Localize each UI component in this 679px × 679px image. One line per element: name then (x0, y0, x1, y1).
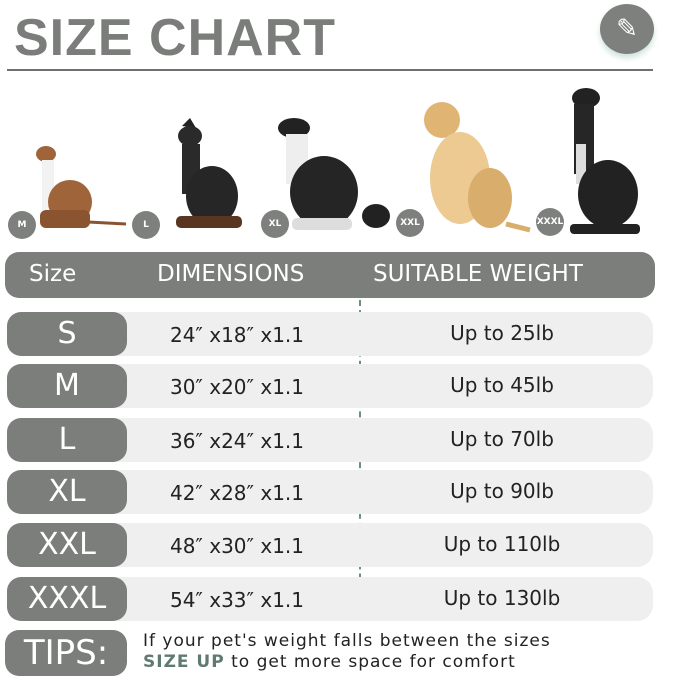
weight-cell: Up to 110lb (443, 532, 561, 556)
dog-image-xxxl (570, 88, 640, 234)
size-label: XL (7, 470, 127, 514)
size-badge-xxl: XXL (396, 209, 424, 237)
header-size: Size (29, 261, 77, 287)
weight-cell: Up to 25lb (450, 321, 554, 345)
weight-cell: Up to 45lb (450, 373, 554, 397)
header-dimensions: DIMENSIONS (157, 261, 305, 287)
table-row: L 36″ x24″ x1.1 Up to 70lb (7, 418, 653, 462)
dog-image-m (36, 146, 127, 228)
dimensions-cell: 54″ x33″ x1.1 (169, 588, 305, 612)
table-row: XXXL 54″ x33″ x1.1 Up to 130lb (7, 577, 653, 621)
size-label: S (7, 312, 127, 356)
dog-image-xxl (424, 102, 531, 233)
size-label: XXL (7, 523, 127, 567)
header-weight: SUITABLE WEIGHT (373, 261, 583, 287)
table-row: XXL 48″ x30″ x1.1 Up to 110lb (7, 523, 653, 567)
size-up-emphasis: SIZE UP (143, 652, 225, 672)
tips-line-2-text: to get more space for comfort (224, 652, 516, 672)
dog-image-xl (278, 118, 390, 230)
weight-cell: Up to 130lb (443, 586, 561, 610)
size-label: M (7, 364, 127, 408)
weight-cell: Up to 70lb (450, 427, 554, 451)
divider (7, 69, 653, 71)
table-row: S 24″ x18″ x1.1 Up to 25lb (7, 312, 653, 356)
dimensions-cell: 42″ x28″ x1.1 (169, 481, 305, 505)
tips-line-2: SIZE UP to get more space for comfort (143, 652, 516, 672)
dimensions-cell: 24″ x18″ x1.1 (169, 323, 305, 347)
size-badge-m: M (8, 211, 36, 239)
dimensions-cell: 30″ x20″ x1.1 (169, 375, 305, 399)
weight-cell: Up to 90lb (450, 479, 554, 503)
dimensions-cell: 36″ x24″ x1.1 (169, 429, 305, 453)
dog-image-l (176, 118, 242, 228)
size-badge-l: L (132, 211, 160, 239)
dimensions-cell: 48″ x30″ x1.1 (169, 534, 305, 558)
tips-label: TIPS: (5, 630, 127, 676)
ruler-pencil-icon: ✎ (600, 4, 654, 54)
table-row: XL 42″ x28″ x1.1 Up to 90lb (7, 470, 653, 514)
tips-line-1: If your pet's weight falls between the s… (143, 631, 551, 651)
size-label: XXXL (7, 577, 127, 621)
page-title: SIZE CHART (14, 9, 336, 67)
size-badge-xl: XL (261, 210, 289, 238)
size-badge-xxxl: XXXL (536, 208, 564, 236)
table-header: Size DIMENSIONS SUITABLE WEIGHT (5, 252, 655, 298)
size-label: L (7, 418, 127, 462)
table-row: M 30″ x20″ x1.1 Up to 45lb (7, 364, 653, 408)
